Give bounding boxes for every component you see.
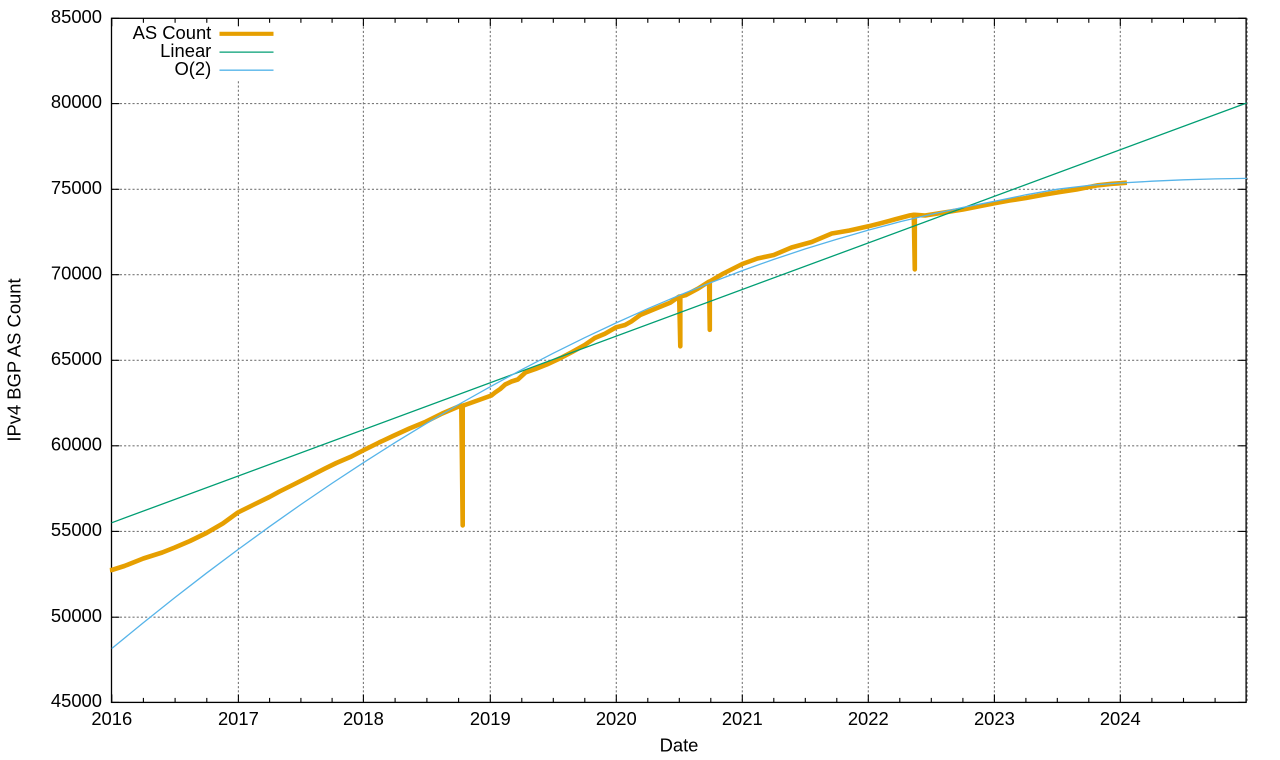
svg-text:55000: 55000: [51, 519, 102, 540]
svg-text:AS Count: AS Count: [133, 22, 212, 43]
svg-text:45000: 45000: [51, 690, 102, 711]
svg-text:2017: 2017: [218, 708, 259, 729]
svg-text:50000: 50000: [51, 605, 102, 626]
svg-text:2022: 2022: [848, 708, 889, 729]
svg-text:IPv4 BGP AS Count: IPv4 BGP AS Count: [3, 278, 24, 441]
svg-text:2023: 2023: [974, 708, 1015, 729]
svg-text:2018: 2018: [343, 708, 384, 729]
svg-text:80000: 80000: [51, 91, 102, 112]
svg-text:2021: 2021: [722, 708, 763, 729]
svg-text:Date: Date: [660, 735, 699, 756]
svg-text:Linear: Linear: [160, 40, 211, 61]
svg-text:2020: 2020: [596, 708, 637, 729]
svg-text:70000: 70000: [51, 262, 102, 283]
svg-text:75000: 75000: [51, 177, 102, 198]
svg-text:2016: 2016: [91, 708, 132, 729]
svg-text:2024: 2024: [1100, 708, 1141, 729]
svg-text:60000: 60000: [51, 433, 102, 454]
svg-text:65000: 65000: [51, 348, 102, 369]
svg-text:85000: 85000: [51, 6, 102, 27]
svg-text:2019: 2019: [470, 708, 511, 729]
svg-text:O(2): O(2): [175, 58, 212, 79]
